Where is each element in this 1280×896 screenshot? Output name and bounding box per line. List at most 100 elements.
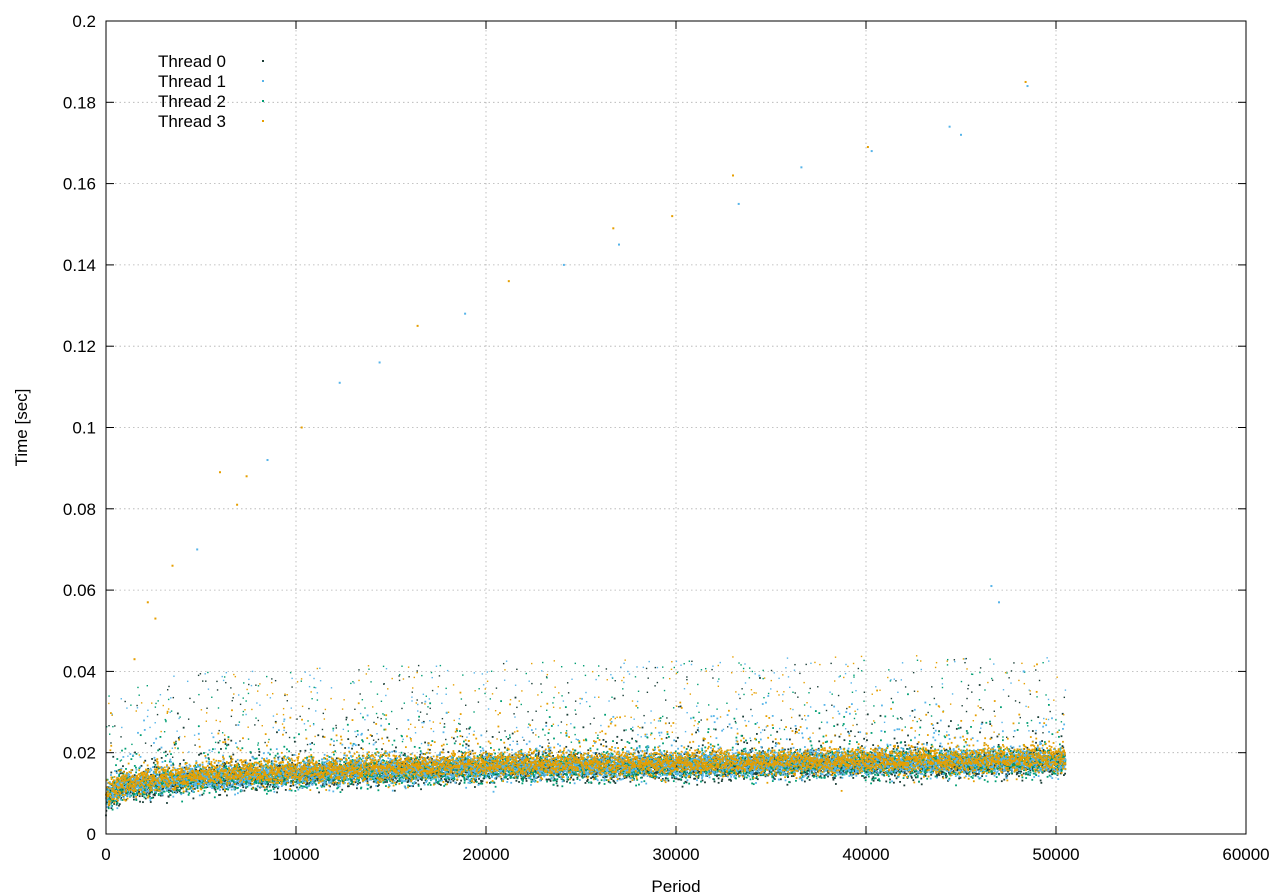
data-point (182, 759, 185, 762)
data-point (294, 768, 297, 771)
data-point (546, 778, 549, 781)
data-point (144, 797, 147, 800)
data-point (759, 677, 761, 679)
data-point (477, 782, 480, 785)
data-point (456, 769, 459, 772)
data-point (645, 752, 648, 755)
data-point (111, 801, 114, 804)
data-point (142, 801, 144, 804)
data-point (183, 766, 186, 769)
data-point (957, 768, 960, 771)
data-point (447, 751, 450, 753)
data-point (1007, 770, 1010, 773)
data-point (821, 755, 823, 758)
data-point (863, 776, 866, 779)
data-point (623, 761, 626, 764)
data-point (695, 754, 698, 757)
data-point (296, 786, 298, 789)
data-point (158, 773, 161, 776)
data-point (849, 771, 852, 774)
data-point (678, 778, 681, 781)
data-point (665, 736, 668, 739)
data-point (185, 790, 188, 793)
data-point (381, 748, 383, 751)
data-point (675, 777, 678, 780)
data-point (964, 751, 967, 754)
data-point (989, 764, 992, 767)
data-point (1016, 772, 1019, 775)
data-point (754, 773, 757, 775)
data-point (724, 773, 727, 776)
data-point (683, 753, 686, 756)
data-point (122, 788, 125, 791)
data-point (495, 777, 498, 780)
data-point (247, 781, 250, 784)
data-point (613, 697, 616, 700)
data-point (501, 754, 504, 757)
data-point (154, 759, 157, 762)
data-point (894, 774, 896, 777)
data-point (423, 782, 425, 784)
data-point (281, 774, 284, 777)
data-point (174, 782, 177, 785)
data-point (511, 774, 513, 776)
data-point (918, 765, 921, 768)
data-point (997, 743, 1000, 746)
data-point (675, 740, 678, 743)
data-point (871, 768, 873, 771)
data-point (201, 793, 204, 796)
data-point (902, 750, 905, 753)
data-point (306, 782, 309, 785)
data-point (173, 743, 176, 746)
data-point (818, 727, 821, 730)
data-point (613, 780, 616, 783)
data-point (885, 756, 888, 759)
data-point (410, 758, 413, 760)
data-point (541, 746, 544, 749)
data-point (228, 771, 231, 774)
data-point (882, 771, 885, 774)
data-point (897, 769, 900, 772)
data-point (415, 757, 418, 760)
data-point (474, 780, 477, 783)
data-point (357, 744, 360, 746)
data-point (376, 785, 379, 788)
data-point (199, 769, 201, 772)
data-point (229, 783, 231, 786)
data-point (450, 778, 453, 781)
data-point (749, 749, 752, 751)
data-point (760, 751, 762, 754)
data-point (438, 783, 441, 786)
data-point (810, 769, 813, 772)
data-point (515, 779, 518, 782)
data-point (471, 749, 474, 752)
data-point (154, 792, 156, 795)
data-point (732, 769, 735, 772)
data-point (743, 778, 745, 780)
data-point (568, 753, 571, 756)
data-point (238, 766, 241, 768)
data-point (689, 776, 692, 779)
data-point (825, 773, 828, 776)
data-point (945, 772, 947, 775)
data-point (224, 779, 227, 782)
data-point (504, 746, 506, 749)
data-point (518, 781, 520, 783)
data-point (451, 772, 454, 775)
data-point (990, 736, 993, 739)
data-point (685, 781, 688, 784)
data-point (269, 783, 272, 786)
data-point (701, 779, 704, 782)
data-point (738, 771, 741, 774)
data-point (992, 750, 995, 753)
data-point (861, 775, 863, 777)
data-point (322, 783, 325, 785)
data-point (623, 777, 626, 779)
data-point (526, 770, 528, 773)
data-point (732, 764, 735, 767)
data-point (790, 775, 793, 778)
data-point (703, 771, 706, 773)
data-point (566, 780, 568, 783)
data-point (1008, 766, 1011, 769)
data-point (210, 768, 212, 771)
